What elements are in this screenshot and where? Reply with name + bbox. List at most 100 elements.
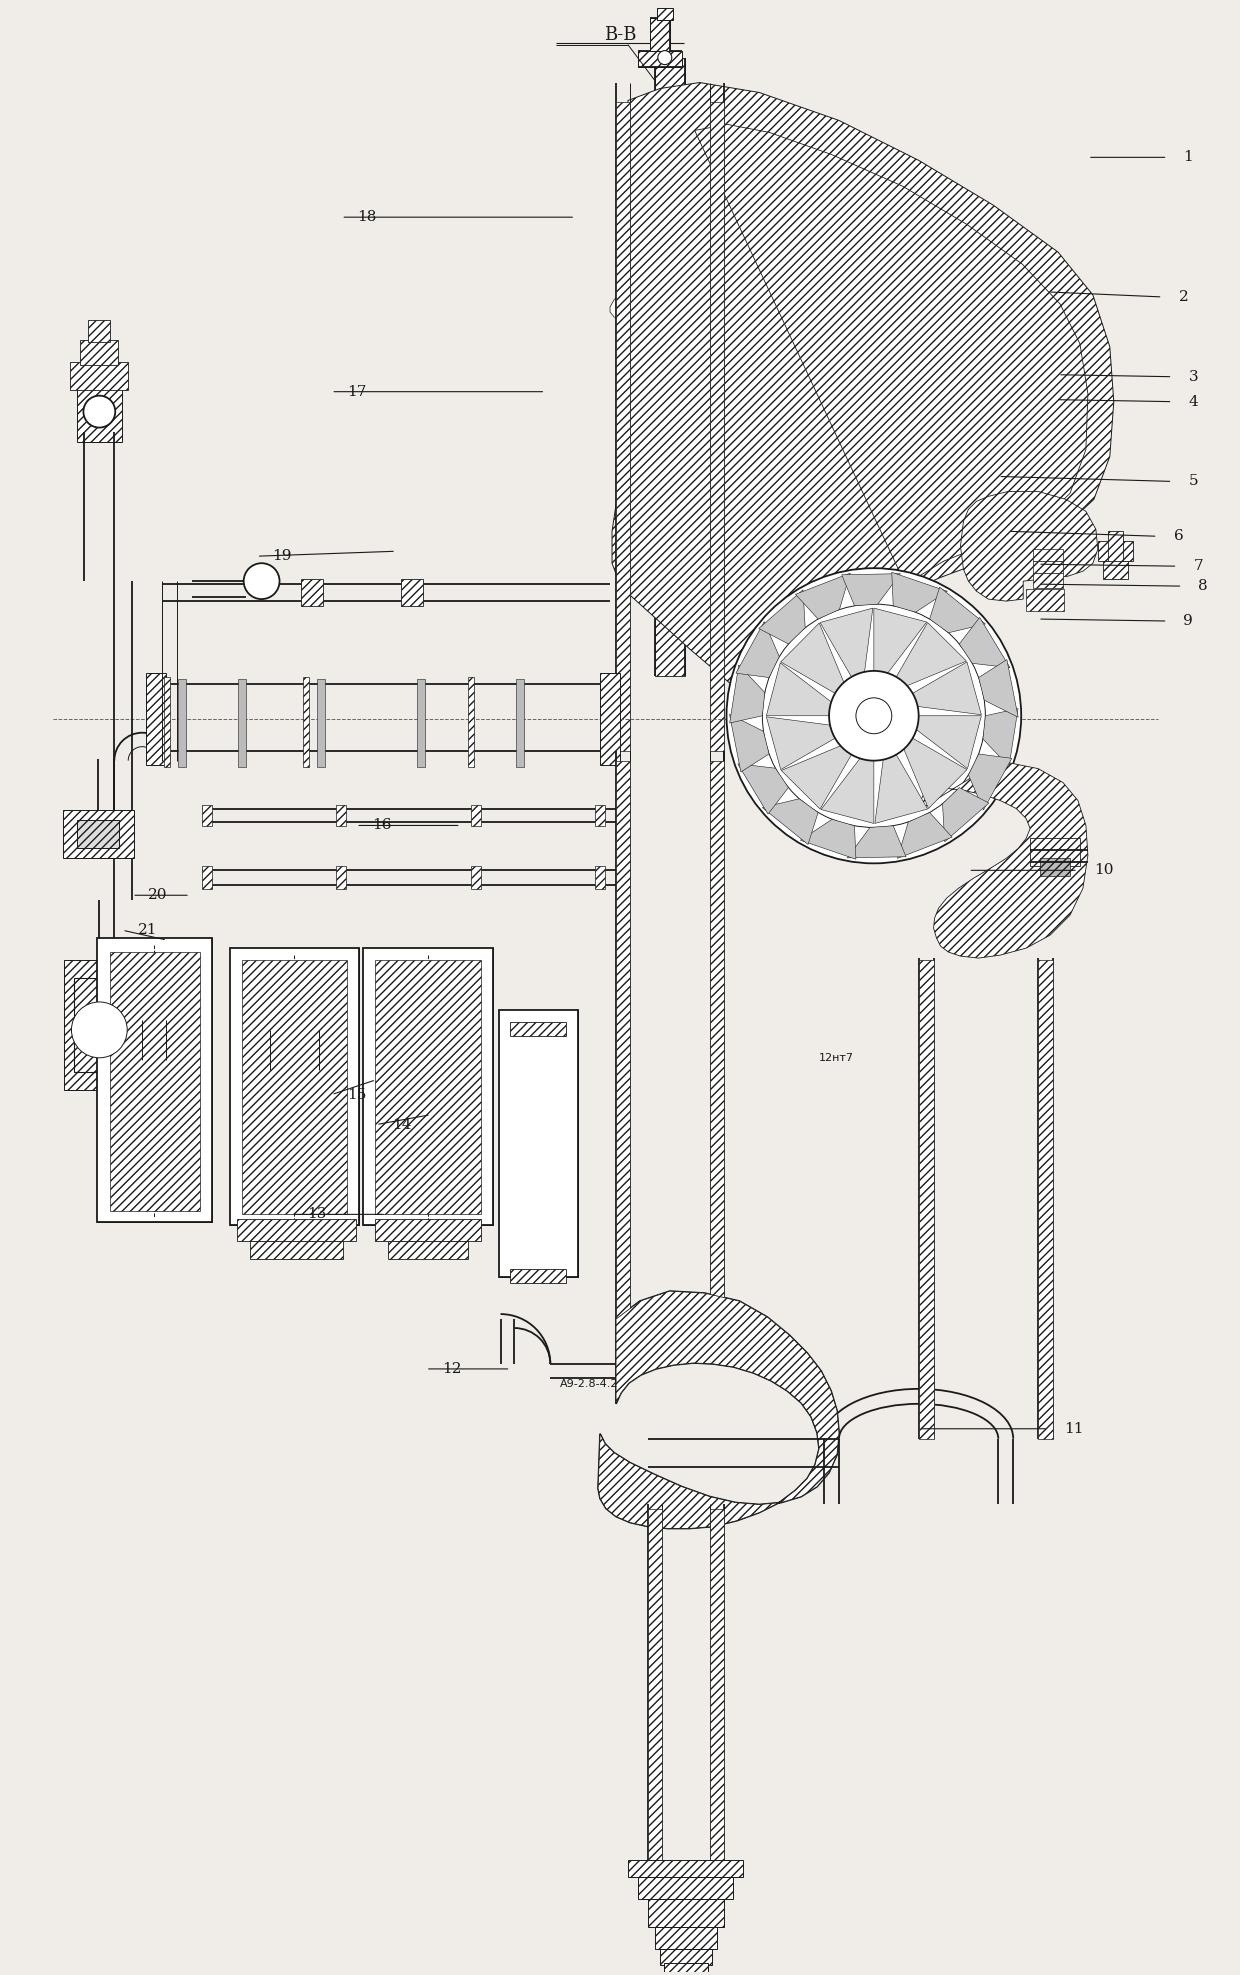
Polygon shape	[613, 83, 1114, 737]
Polygon shape	[898, 812, 952, 859]
Bar	[249, 1240, 343, 1260]
Polygon shape	[961, 492, 1097, 600]
Bar	[71, 361, 128, 389]
Bar	[81, 340, 118, 365]
Polygon shape	[766, 664, 831, 715]
Bar	[1040, 859, 1070, 877]
Bar	[77, 387, 123, 442]
Bar	[202, 867, 212, 889]
Circle shape	[763, 604, 986, 828]
Bar	[88, 320, 110, 342]
Bar	[663, 1963, 708, 1973]
Bar	[238, 679, 246, 766]
Bar	[237, 1219, 356, 1240]
Polygon shape	[842, 573, 900, 606]
Polygon shape	[919, 760, 1087, 958]
Polygon shape	[694, 124, 1087, 587]
Polygon shape	[781, 747, 852, 810]
Polygon shape	[598, 1292, 839, 1529]
Text: 19: 19	[273, 549, 293, 563]
Bar	[709, 1509, 723, 1862]
Bar	[511, 1021, 567, 1035]
Bar	[616, 103, 630, 750]
Polygon shape	[766, 717, 835, 770]
Circle shape	[72, 1001, 128, 1059]
Bar	[471, 804, 481, 826]
Bar	[511, 1270, 567, 1284]
Text: 15: 15	[347, 1088, 367, 1102]
Bar	[616, 760, 630, 1319]
Text: А9-2.8-4.2: А9-2.8-4.2	[560, 1379, 619, 1388]
Text: В-В: В-В	[604, 26, 636, 43]
Polygon shape	[916, 715, 981, 768]
Bar	[376, 960, 481, 1215]
Polygon shape	[820, 608, 873, 677]
Bar	[146, 673, 166, 764]
Bar	[179, 679, 186, 766]
Bar	[467, 677, 474, 766]
Polygon shape	[800, 820, 856, 859]
Polygon shape	[796, 573, 851, 618]
Circle shape	[856, 697, 892, 735]
Polygon shape	[983, 709, 1018, 766]
Bar	[110, 952, 200, 1211]
Bar	[336, 867, 346, 889]
Bar	[595, 804, 605, 826]
Bar	[229, 948, 360, 1224]
Bar	[164, 677, 170, 766]
Bar	[709, 103, 723, 750]
Bar	[77, 820, 119, 849]
Polygon shape	[598, 1292, 839, 1529]
Bar	[62, 810, 134, 859]
Text: 16: 16	[372, 818, 392, 831]
Bar	[1030, 839, 1080, 867]
Circle shape	[244, 563, 279, 598]
Bar	[229, 948, 360, 1224]
Text: 18: 18	[357, 209, 377, 225]
Bar	[595, 867, 605, 889]
Text: 3: 3	[1188, 369, 1198, 383]
Polygon shape	[897, 622, 966, 685]
Bar	[336, 804, 346, 826]
Bar	[637, 1878, 734, 1900]
Polygon shape	[913, 662, 981, 715]
Bar	[363, 948, 492, 1224]
Bar	[647, 1509, 662, 1862]
Polygon shape	[875, 754, 928, 824]
Bar	[1027, 589, 1064, 610]
Bar	[919, 960, 934, 1438]
Text: 4: 4	[1188, 395, 1198, 409]
Polygon shape	[847, 826, 906, 857]
Bar	[74, 978, 124, 1072]
Bar	[1107, 531, 1122, 571]
Bar	[363, 948, 492, 1224]
Bar	[709, 760, 723, 1319]
Text: 20: 20	[148, 889, 167, 903]
Polygon shape	[904, 739, 967, 808]
Text: 7: 7	[1193, 559, 1203, 573]
Bar	[376, 1219, 481, 1240]
Polygon shape	[821, 758, 874, 824]
Bar	[64, 960, 134, 1090]
Text: 6: 6	[1173, 529, 1183, 543]
Bar	[600, 673, 620, 764]
Text: 8: 8	[1198, 579, 1208, 592]
Text: 13: 13	[308, 1207, 327, 1221]
Text: 2: 2	[1178, 290, 1188, 304]
Polygon shape	[892, 573, 947, 612]
Bar	[627, 1860, 744, 1878]
Text: 5: 5	[1188, 474, 1198, 488]
Bar	[202, 804, 212, 826]
Text: 21: 21	[138, 922, 157, 938]
Circle shape	[830, 672, 919, 760]
Polygon shape	[781, 622, 844, 693]
Bar	[1038, 960, 1053, 1438]
Polygon shape	[930, 587, 986, 632]
Bar	[317, 679, 325, 766]
Text: 1: 1	[1183, 150, 1193, 164]
Polygon shape	[729, 666, 765, 723]
Polygon shape	[738, 764, 789, 814]
Bar	[655, 57, 684, 675]
Polygon shape	[968, 754, 1012, 810]
Bar	[98, 938, 212, 1223]
